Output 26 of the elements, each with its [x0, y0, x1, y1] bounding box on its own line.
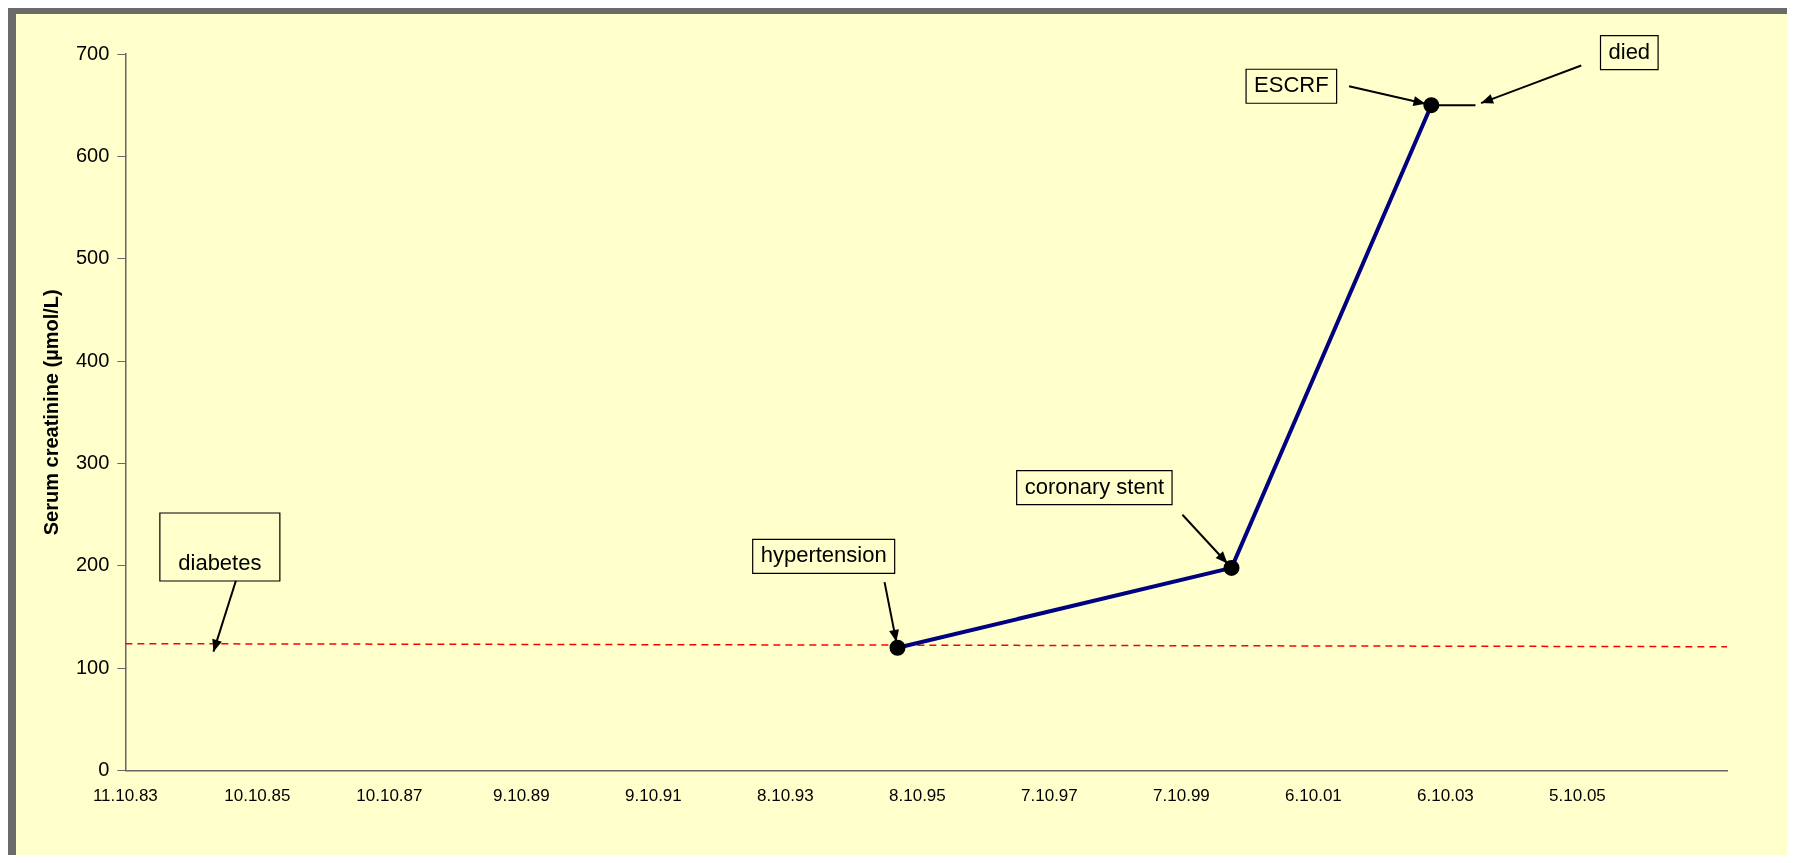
- x-tick-label: 7.10.99: [1153, 786, 1210, 806]
- x-tick-label: 7.10.97: [1021, 786, 1078, 806]
- x-tick-label: 9.10.89: [493, 786, 550, 806]
- x-tick-label: 8.10.93: [757, 786, 814, 806]
- y-tick-label: 600: [75, 143, 110, 166]
- x-tick-label: 6.10.01: [1285, 786, 1342, 806]
- x-tick-label: 8.10.95: [889, 786, 946, 806]
- y-tick-label: 100: [75, 655, 110, 678]
- annotation: died: [1608, 38, 1651, 64]
- x-tick-label: 11.10.83: [92, 786, 158, 806]
- y-axis-title: Serum creatinine (µmol/L): [39, 289, 62, 536]
- annotation: coronary stent: [1024, 473, 1165, 499]
- y-tick-label: 500: [75, 246, 110, 269]
- y-tick-label: 200: [75, 553, 110, 576]
- y-tick-label: 700: [75, 41, 110, 64]
- y-tick-label: 300: [75, 451, 110, 473]
- annotation: ESCRF: [1254, 72, 1329, 98]
- x-tick-label: 5.10.05: [1549, 786, 1606, 806]
- x-tick-label: 10.10.87: [356, 786, 423, 806]
- x-tick-label: 9.10.91: [625, 786, 682, 806]
- annotation: diabetes: [178, 550, 262, 576]
- annotation: hypertension: [760, 542, 887, 568]
- x-tick-label: 6.10.03: [1417, 786, 1474, 806]
- y-tick-label: 0: [98, 758, 110, 781]
- x-tick-label: 10.10.85: [224, 786, 291, 806]
- y-tick-label: 400: [75, 348, 110, 371]
